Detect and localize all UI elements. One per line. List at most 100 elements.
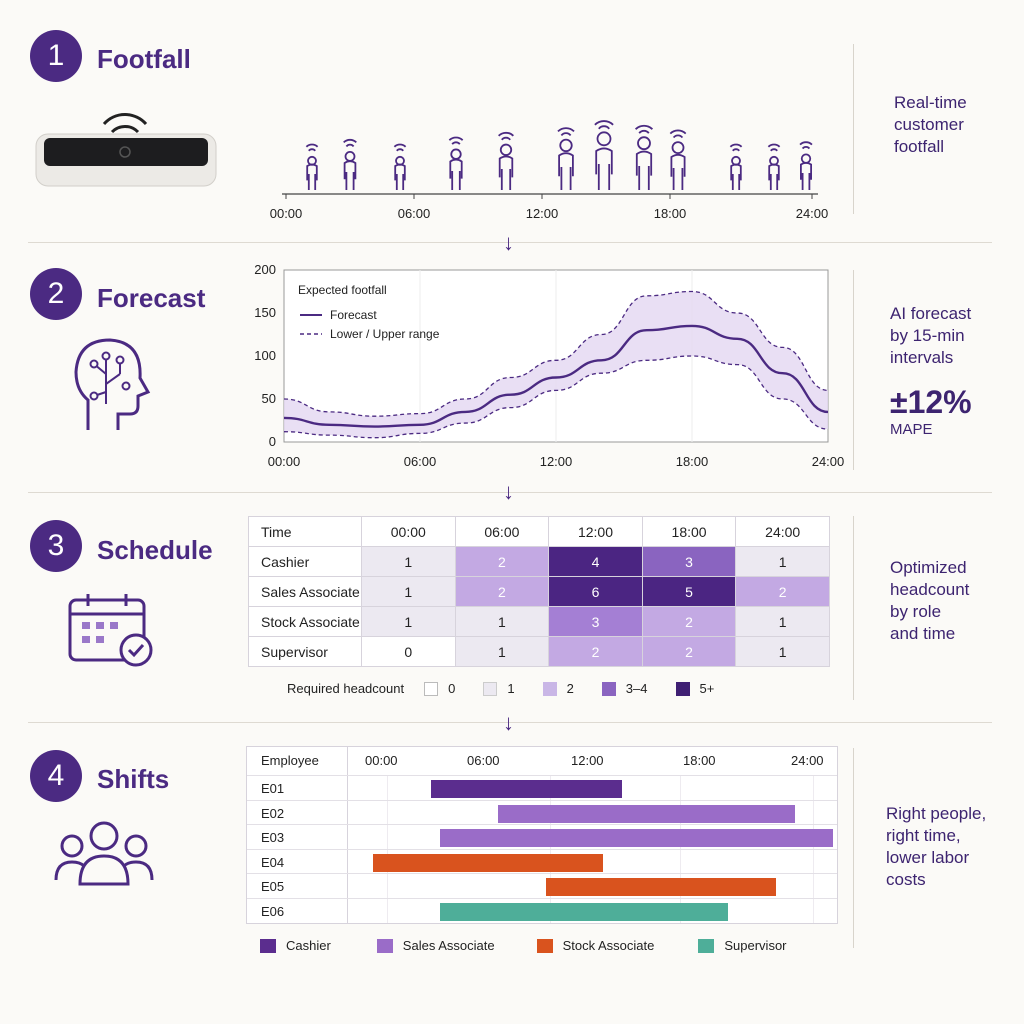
person-icon [634,124,654,190]
column-header: 00:00 [361,516,456,547]
table-row: E01 [247,775,837,800]
column-header: 00:00 [365,753,398,768]
x-tick-label: 12:00 [540,454,573,469]
legend-label: Sales Associate [402,938,495,953]
y-tick-label: 50 [262,391,276,406]
table-row: Supervisor 0 1 2 2 1 [248,636,830,667]
y-tick-label: 200 [254,262,276,277]
section-divider [28,722,992,723]
table-row: E04 [247,848,837,874]
legend-swatch [483,681,498,696]
description-line: by role [890,602,942,621]
headcount-legend: Required headcount 0 1 2 3–4 5+ [287,681,714,696]
employee-label: E01 [261,781,285,796]
legend-label: Cashier [286,938,331,953]
person-icon [594,120,614,190]
table-cell: 1 [735,606,830,637]
upper-range-line [283,290,829,417]
description-line: and time [890,624,956,643]
role-label: Cashier [248,546,362,577]
table-row: E03 [247,824,837,849]
column-divider [853,748,854,948]
table-cell: 4 [548,546,643,577]
shift-bar[interactable] [440,829,833,847]
axis-tick-label: 12:00 [526,206,559,221]
legend-swatch [675,681,690,696]
legend-label: Stock Associate [562,938,655,953]
team-icon [54,821,154,886]
description-line: customer [894,115,964,134]
column-header: 18:00 [641,516,737,547]
table-row: E05 [247,873,837,898]
metric-label: MAPE [890,421,933,438]
step-title: Forecast [97,283,206,313]
table-cell: 2 [548,636,643,667]
metric-value: ±12% [890,384,972,420]
chart-title: Expected footfall [298,283,387,297]
x-tick-label: 06:00 [404,454,437,469]
ai-head-icon [74,338,151,430]
step-title: Footfall [97,44,191,74]
person-icon [305,143,319,190]
table-row: E02 [247,799,837,825]
shift-bar[interactable] [373,853,603,872]
column-header: Time [248,516,362,547]
legend-label: 5+ [699,681,715,696]
shift-bar[interactable] [545,878,776,896]
legend-swatch [376,938,393,953]
legend-swatch [601,681,616,696]
forecast-chart: 0 50 100 150 200 00:00 06:00 12:00 18:00 24:00 E… [254,262,844,469]
forecast-range-band [284,291,828,438]
step-number-badge: 1 [30,30,82,82]
column-header: 12:00 [548,516,643,547]
step-number-badge: 3 [30,520,82,572]
table-row: Stock Associate 1 1 3 2 1 [248,606,830,637]
axis-tick-label: 18:00 [654,206,687,221]
legend-label: 0 [448,681,456,696]
step-description: Right people, right time, lower labor co… [886,803,986,891]
arrow-down-icon: ↓ [503,230,514,255]
column-divider [853,516,854,700]
table-cell: 1 [735,636,830,667]
legend-label: 2 [566,681,574,696]
column-header: Employee [261,753,319,768]
column-header: 24:00 [791,753,824,768]
shift-bar[interactable] [497,804,795,823]
wifi-sensor-icon [35,113,217,187]
column-header: 06:00 [467,753,500,768]
shift-bar[interactable] [440,902,728,921]
column-header: 12:00 [571,753,604,768]
x-tick-label: 24:00 [812,454,844,469]
role-legend: Cashier Sales Associate Stock Associate … [260,938,787,953]
table-row: E06 [247,897,837,923]
legend-label: Lower / Upper range [330,327,440,341]
step-title: Shifts [97,764,170,794]
description-line: by 15-min [890,326,965,345]
role-label: Supervisor [248,636,362,667]
description-line: footfall [894,137,945,156]
step-description: Optimized headcount by role and time [890,557,969,645]
employee-label: E06 [261,903,285,919]
role-label: Sales Associate [248,576,362,607]
table-cell: 0 [361,636,456,667]
y-tick-label: 0 [269,434,276,449]
step-description: AI forecast by 15-min intervals [890,303,971,369]
table-cell: 2 [454,546,550,577]
table-cell: 1 [454,606,550,637]
role-label: Stock Associate [248,606,362,637]
x-tick-label: 18:00 [676,454,709,469]
x-tick-label: 00:00 [268,454,301,469]
table-cell: 1 [361,606,456,637]
description-line: right time, [886,826,961,845]
legend-swatch [542,681,557,696]
table-row: Cashier 1 2 4 3 1 [248,546,830,577]
column-header: 06:00 [454,516,550,547]
legend-label: Forecast [330,308,377,322]
legend-label: 3–4 [625,681,648,696]
person-icon [557,127,575,190]
step-number-badge: 2 [30,268,82,320]
person-icon [729,143,743,190]
shift-bar[interactable] [430,780,623,798]
legend-label: Supervisor [724,938,787,953]
step-title: Schedule [97,535,213,565]
